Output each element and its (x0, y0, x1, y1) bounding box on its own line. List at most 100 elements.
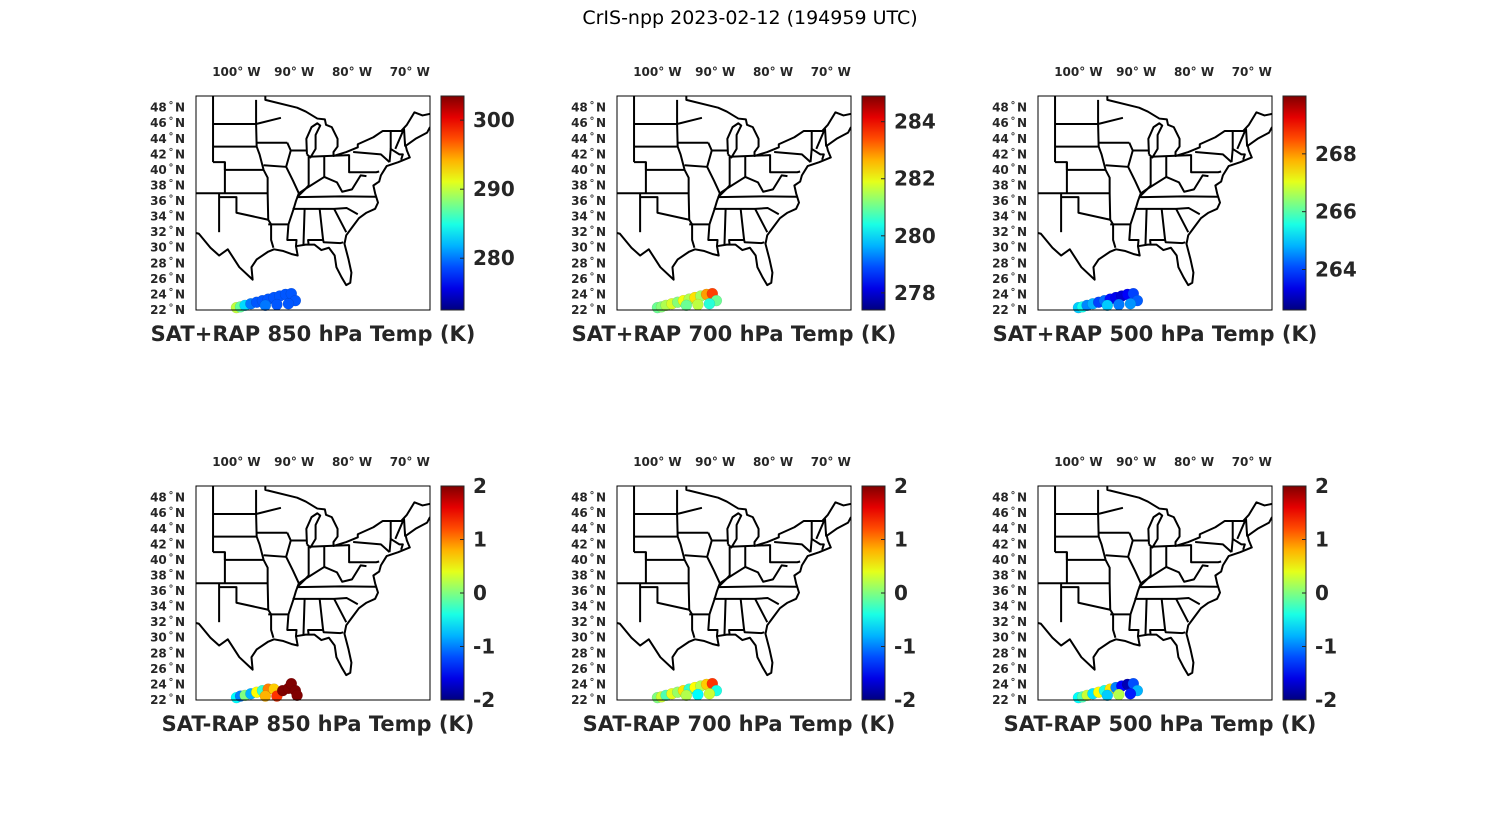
degree-mark (1011, 615, 1015, 619)
panel-title: SAT-RAP 850 hPa Temp (K) (162, 712, 475, 736)
degree-mark (590, 662, 594, 666)
state-border (1195, 151, 1233, 163)
y-tick-label: 32 N (571, 615, 606, 629)
degree-mark (169, 163, 173, 167)
state-border (809, 537, 825, 553)
panel-title: SAT+RAP 850 hPa Temp (K) (151, 322, 476, 346)
state-border (403, 128, 407, 147)
x-tick-label: 100° W (633, 65, 681, 79)
state-border (640, 196, 690, 221)
y-tick-label: 32 N (992, 225, 1027, 239)
data-point (1124, 688, 1137, 700)
state-border (728, 598, 746, 636)
y-tick-label: 46 N (150, 116, 185, 130)
data-point (1101, 689, 1114, 702)
y-tick-label: 44 N (150, 522, 185, 536)
state-border (255, 489, 282, 516)
colorbar-tick-label: 290 (473, 177, 515, 201)
degree-mark (169, 132, 173, 136)
state-border (1061, 586, 1111, 611)
x-tick-label: 80° W (753, 65, 793, 79)
degree-mark (1011, 101, 1015, 105)
state-border (1149, 208, 1167, 246)
degree-mark (1011, 646, 1015, 650)
colorbar-tick-label: -2 (894, 688, 916, 712)
degree-mark (1011, 147, 1015, 151)
degree-mark (1011, 132, 1015, 136)
y-tick-label: 46 N (150, 506, 185, 520)
degree-mark (590, 584, 594, 588)
colorbar-tick-label: 282 (894, 167, 936, 191)
map-lines (1038, 96, 1272, 287)
degree-mark (169, 568, 173, 573)
degree-mark (590, 646, 594, 650)
degree-mark (590, 303, 594, 307)
state-border (285, 142, 300, 247)
degree-mark (1011, 693, 1015, 697)
y-tick-label: 48 N (571, 101, 606, 115)
y-tick-label: 42 N (571, 537, 606, 551)
degree-mark (590, 287, 594, 291)
y-tick-label: 30 N (571, 241, 606, 255)
colorbar-tick-label: 268 (1315, 142, 1357, 166)
data-point (703, 298, 716, 310)
state-border (1230, 537, 1246, 553)
state-border (743, 629, 765, 635)
state-border (1150, 154, 1192, 158)
state-border (726, 174, 788, 193)
data-point (271, 298, 283, 311)
state-border (263, 164, 286, 168)
degree-mark (590, 132, 594, 136)
state-border (1138, 577, 1149, 588)
y-tick-label: 24 N (992, 677, 1027, 691)
map-background (617, 96, 851, 310)
canada-border (264, 486, 430, 547)
state-border (1149, 598, 1167, 636)
state-border (296, 577, 307, 588)
state-border (285, 532, 300, 637)
state-border (255, 123, 275, 249)
state-border (219, 196, 269, 221)
degree-mark (1011, 178, 1015, 183)
state-border (676, 489, 703, 516)
canada-border (1106, 486, 1272, 547)
map-panel: 100° W 90° W 80° W 70° W 22 N 24 N26 N 28 N30 … (992, 65, 1357, 346)
coastline (617, 516, 851, 677)
x-tick-label: 100° W (212, 65, 260, 79)
lake-michigan (726, 512, 743, 549)
colorbar-tick-label: 264 (1315, 258, 1357, 282)
state-border (1097, 99, 1124, 126)
colorbar-tick-label: 278 (894, 281, 936, 305)
state-border (322, 239, 344, 245)
data-point (1113, 688, 1125, 701)
state-border (1245, 128, 1249, 147)
state-border (754, 208, 769, 233)
degree-mark (169, 677, 173, 681)
colorbar (861, 95, 886, 311)
state-border (706, 142, 721, 247)
coastline (1038, 516, 1272, 677)
map-frame (195, 485, 431, 701)
x-tick-label: 90° W (695, 455, 735, 469)
degree-mark (590, 272, 594, 276)
state-border (394, 128, 405, 150)
data-point (291, 689, 303, 702)
y-tick-label: 36 N (992, 194, 1027, 208)
state-border (754, 598, 769, 623)
y-tick-label: 30 N (150, 631, 185, 645)
y-tick-label: 24 N (571, 287, 606, 301)
x-tick-label: 70° W (390, 65, 430, 79)
map-panel: 100° W 90° W 80° W 70° W 22 N 24 N26 N 28 N30 … (571, 65, 936, 346)
y-tick-label: 40 N (571, 553, 606, 567)
state-border (1144, 208, 1148, 245)
degree-mark (1011, 568, 1015, 573)
state-border (1190, 544, 1222, 564)
state-border (718, 195, 797, 199)
degree-mark (590, 491, 594, 495)
x-tick-label: 90° W (274, 455, 314, 469)
state-border (1195, 541, 1233, 553)
y-tick-label: 26 N (571, 662, 606, 676)
coastline (617, 126, 851, 287)
y-tick-label: 48 N (571, 491, 606, 505)
degree-mark (169, 303, 173, 307)
